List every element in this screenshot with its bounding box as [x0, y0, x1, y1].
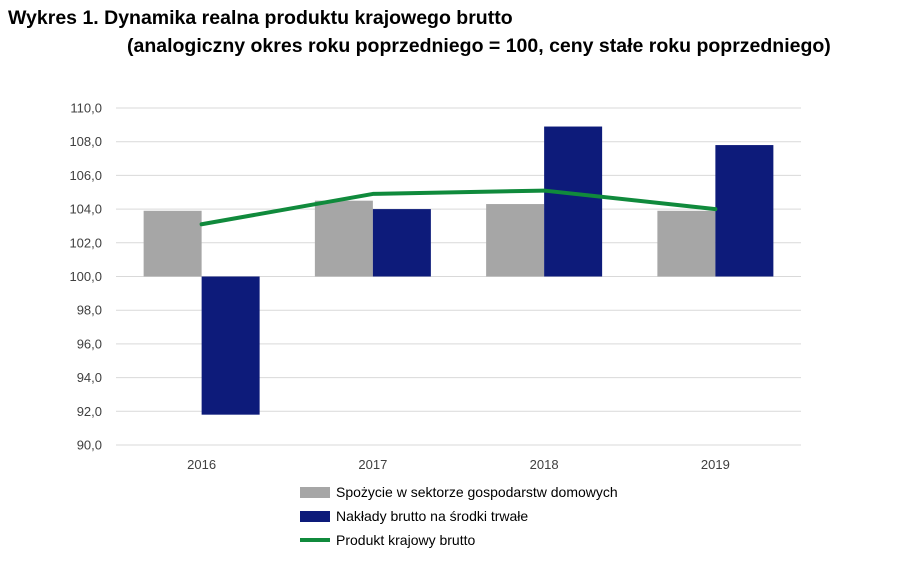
bar-consumption [143, 210, 202, 277]
point-gdp [714, 208, 716, 210]
bar-investment [201, 276, 260, 415]
y-tick-label: 102,0 [69, 235, 102, 250]
bar-line-chart: 110,0 108,0 106,0 104,0 102,0 100,0 98,0 96,0 94… [69, 101, 801, 472]
y-tick-label: 92,0 [77, 404, 102, 419]
y-tick-label: 106,0 [69, 168, 102, 183]
bar-investment [715, 145, 774, 277]
point-gdp [543, 190, 545, 192]
x-tick-label: 2018 [530, 457, 559, 472]
bar-consumption [486, 204, 545, 277]
legend-item-consumption: Spożycie w sektorze gospodarstw domowych [300, 480, 618, 504]
legend-item-gdp: Produkt krajowy brutto [300, 528, 618, 552]
legend-label-gdp: Produkt krajowy brutto [336, 532, 476, 548]
bar-consumption [657, 210, 716, 277]
legend-label-investment: Nakłady brutto na środki trwałe [336, 508, 529, 524]
point-gdp [201, 223, 203, 225]
x-tick-label: 2017 [358, 457, 387, 472]
y-tick-label: 100,0 [69, 269, 102, 284]
y-tick-label: 110,0 [70, 101, 102, 116]
chart-title: Wykres 1. Dynamika realna produktu krajo… [8, 7, 513, 29]
bar-investment [372, 209, 431, 277]
y-tick-label: 104,0 [69, 202, 102, 217]
legend-item-investment: Nakłady brutto na środki trwałe [300, 504, 618, 528]
bar-consumption [314, 200, 373, 277]
point-gdp [372, 193, 374, 195]
x-tick-label: 2019 [701, 457, 730, 472]
legend-swatch-consumption [300, 486, 330, 498]
legend: Spożycie w sektorze gospodarstw domowych… [300, 480, 618, 552]
legend-label-consumption: Spożycie w sektorze gospodarstw domowych [336, 484, 618, 500]
y-tick-label: 96,0 [77, 336, 102, 351]
y-tick-label: 108,0 [69, 134, 102, 149]
y-tick-label: 94,0 [77, 370, 102, 385]
y-tick-label: 98,0 [77, 303, 102, 318]
line-gdp [199, 188, 718, 227]
chart-subtitle: (analogiczny okres roku poprzedniego = 1… [127, 35, 831, 57]
legend-swatch-investment [300, 510, 330, 522]
bar-investment [544, 126, 603, 277]
y-tick-label: 90,0 [77, 438, 102, 453]
x-tick-label: 2016 [187, 457, 216, 472]
legend-swatch-gdp [300, 538, 330, 542]
